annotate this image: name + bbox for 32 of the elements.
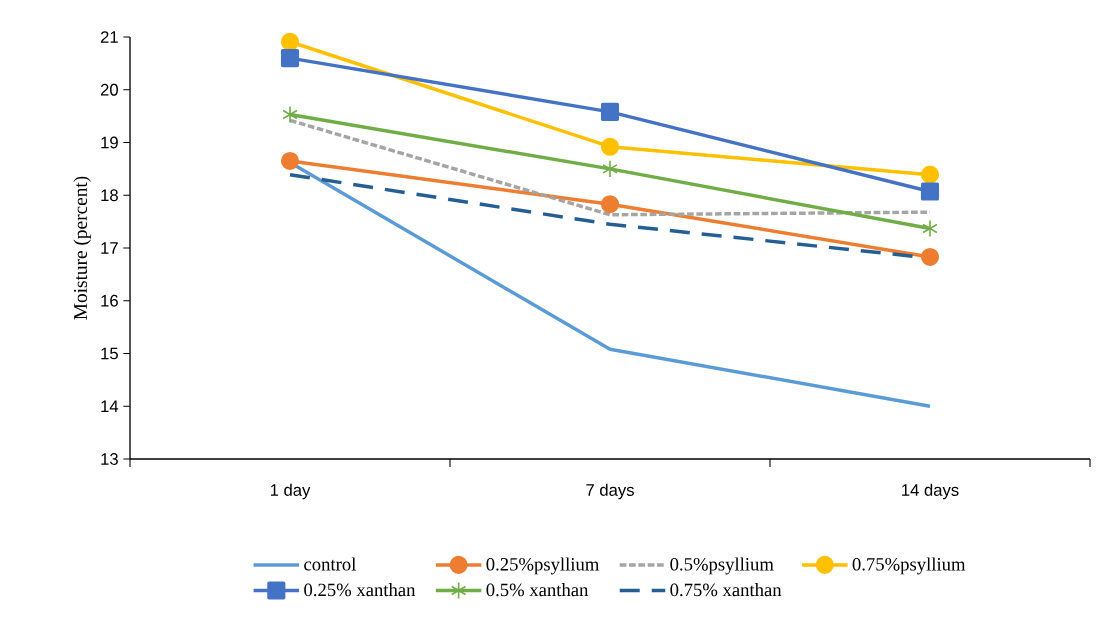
point bbox=[600, 137, 620, 156]
legend-label: 0.25%psyllium bbox=[486, 557, 600, 575]
y-tick-label: 16 bbox=[101, 294, 118, 307]
point bbox=[920, 247, 940, 267]
y-axis-title: Moisture (percent) bbox=[73, 176, 91, 320]
legend-label: control bbox=[304, 557, 356, 571]
legend-label: 0.75%psyllium bbox=[852, 557, 966, 575]
legend-label: 0.25% xanthan bbox=[304, 583, 416, 597]
legend-label: 0.5%psyllium bbox=[670, 557, 774, 575]
x-tick-label: 14 days bbox=[902, 483, 959, 500]
point bbox=[280, 49, 300, 68]
legend-label: 0.75% xanthan bbox=[670, 583, 782, 597]
point bbox=[920, 182, 940, 201]
point bbox=[600, 195, 620, 214]
y-tick-label: 14 bbox=[101, 400, 119, 412]
point bbox=[922, 219, 938, 238]
y-tick-label: 19 bbox=[101, 136, 118, 149]
legend-label: 0.5% xanthan bbox=[486, 583, 589, 597]
point bbox=[280, 32, 300, 51]
x-tick-label: 1 day bbox=[270, 483, 311, 500]
y-tick-label: 21 bbox=[100, 31, 118, 43]
point bbox=[280, 151, 300, 171]
point bbox=[600, 102, 620, 121]
x-tick-label: 7 days bbox=[586, 483, 634, 500]
y-tick-label: 17 bbox=[101, 242, 118, 254]
y-tick-label: 13 bbox=[101, 453, 118, 465]
point bbox=[282, 105, 298, 124]
y-tick-label: 15 bbox=[101, 347, 118, 360]
point bbox=[602, 160, 618, 178]
y-tick-label: 20 bbox=[100, 83, 118, 96]
y-tick-label: 18 bbox=[101, 189, 118, 202]
point bbox=[920, 165, 940, 184]
